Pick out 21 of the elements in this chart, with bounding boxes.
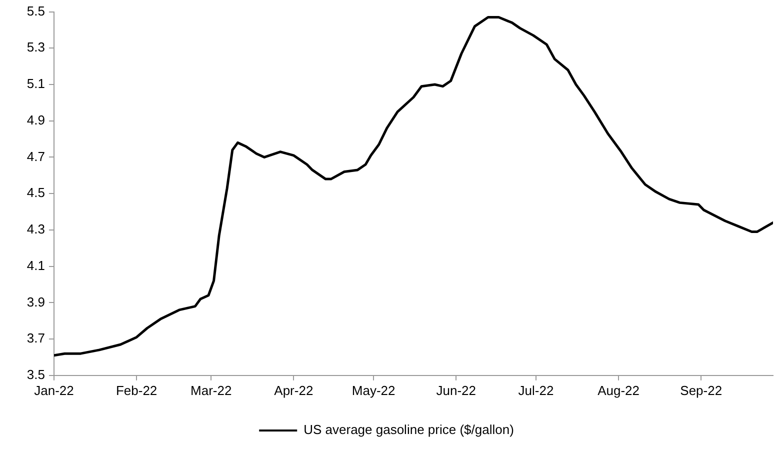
y-tick-label: 5.5 (26, 3, 45, 18)
y-tick-label: 4.5 (26, 185, 45, 200)
y-tick-label: 3.5 (26, 366, 45, 382)
y-tick-label: 3.7 (26, 330, 45, 346)
x-tick-label: Jun-22 (436, 382, 476, 398)
y-tick-label: 4.9 (26, 112, 45, 128)
x-tick-label: Apr-22 (274, 382, 314, 398)
x-tick-label: Jan-22 (34, 382, 74, 398)
x-tick-label: May-22 (352, 382, 396, 398)
y-tick-label: 5.3 (26, 40, 45, 55)
y-tick-label: 4.1 (26, 258, 45, 273)
x-tick-label: Aug-22 (598, 382, 640, 398)
y-tick-label: 3.9 (26, 294, 45, 310)
y-tick-label: 4.7 (26, 148, 45, 164)
y-tick-label: 4.3 (26, 222, 45, 237)
y-tick-label: 5.1 (26, 76, 45, 92)
legend-label: US average gasoline price ($/gallon) (304, 422, 514, 438)
x-tick-label: Sep-22 (680, 382, 722, 398)
x-tick-label: Mar-22 (190, 382, 232, 398)
x-tick-label: Jul-22 (518, 382, 554, 398)
x-tick-label: Feb-22 (116, 382, 158, 398)
